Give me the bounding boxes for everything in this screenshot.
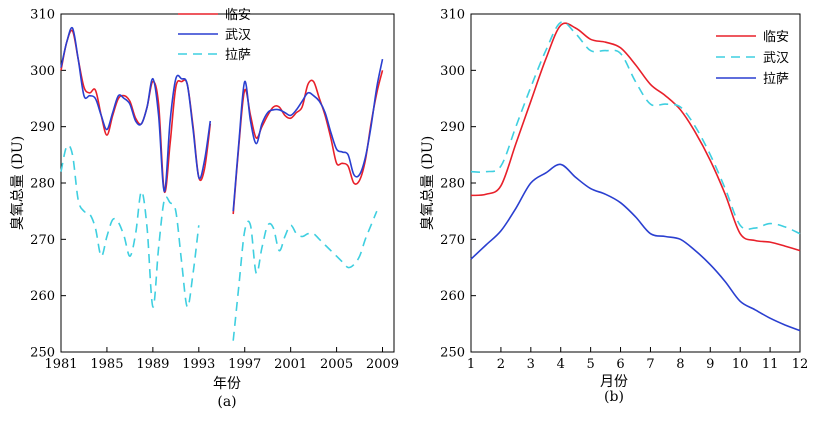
legend-label-3: 拉萨 <box>763 72 789 87</box>
legend-label-1: 临安 <box>763 30 789 45</box>
x-tick-label: 7 <box>646 357 654 372</box>
y-tick-label: 260 <box>440 289 465 304</box>
y-tick-label: 290 <box>440 120 465 135</box>
panel-b-y-axis: 250 260 270 280 290 300 310 <box>440 8 476 361</box>
y-tick-label: 310 <box>30 8 55 23</box>
y-tick-label: 300 <box>440 64 465 79</box>
x-tick-label: 3 <box>527 357 535 372</box>
x-tick-label: 10 <box>732 357 749 372</box>
x-tick-label: 2009 <box>366 357 399 372</box>
y-tick-label: 270 <box>440 233 465 248</box>
panel-b-caption: (b) <box>604 389 624 405</box>
x-tick-label: 11 <box>762 357 779 372</box>
panel-b-x-axis-label: 月份 <box>600 374 628 390</box>
panel-a-series <box>60 26 384 341</box>
series-line-3 <box>232 210 378 341</box>
x-tick-label: 4 <box>557 357 565 372</box>
x-tick-label: 9 <box>706 357 714 372</box>
panel-b-y-axis-label: 臭氧总量 (DU) <box>420 136 436 230</box>
series-line-1 <box>232 70 384 215</box>
legend-label-3: 拉萨 <box>225 48 251 63</box>
series-line-3 <box>470 163 801 332</box>
series-line-2 <box>60 26 212 193</box>
y-tick-label: 300 <box>30 64 55 79</box>
series-line-1 <box>60 29 212 193</box>
panel-a-plot-frame <box>60 13 395 353</box>
x-tick-label: 1997 <box>228 357 261 372</box>
y-tick-label: 280 <box>440 177 465 192</box>
x-tick-label: 2005 <box>320 357 353 372</box>
x-tick-label: 8 <box>676 357 684 372</box>
series-line-2 <box>470 21 801 235</box>
x-tick-label: 1 <box>467 357 475 372</box>
x-tick-label: 2 <box>497 357 505 372</box>
x-tick-label: 6 <box>616 357 624 372</box>
legend-label-1: 临安 <box>225 8 251 23</box>
x-tick-label: 5 <box>586 357 594 372</box>
series-line-2 <box>232 58 384 212</box>
panel-a-y-axis-label: 臭氧总量 (DU) <box>10 136 26 230</box>
x-tick-label: 1985 <box>90 357 123 372</box>
y-tick-label: 250 <box>30 346 55 361</box>
y-tick-label: 310 <box>440 8 465 23</box>
x-tick-label: 1981 <box>44 357 77 372</box>
panel-a-x-axis-label: 年份 <box>213 376 241 392</box>
y-tick-label: 290 <box>30 120 55 135</box>
panel-b-x-axis: 1 2 3 4 5 6 7 8 9 10 11 12 <box>467 347 808 372</box>
legend-label-2: 武汉 <box>225 28 251 43</box>
y-tick-label: 280 <box>30 177 55 192</box>
panel-a-x-axis: 1981 1985 1989 1993 1997 2001 2005 2009 <box>44 347 399 372</box>
panel-a-y-axis: 250 260 270 280 290 300 310 <box>30 8 66 361</box>
panel-a-caption: (a) <box>217 394 236 410</box>
y-tick-label: 270 <box>30 233 55 248</box>
x-tick-label: 2001 <box>274 357 307 372</box>
x-tick-label: 1989 <box>136 357 169 372</box>
series-line-3 <box>60 144 200 308</box>
legend-label-2: 武汉 <box>763 51 789 66</box>
panel-b-series <box>470 21 801 332</box>
series-line-1 <box>470 22 801 252</box>
x-tick-label: 1993 <box>182 357 215 372</box>
x-tick-label: 12 <box>792 357 809 372</box>
y-tick-label: 260 <box>30 289 55 304</box>
y-tick-label: 250 <box>440 346 465 361</box>
